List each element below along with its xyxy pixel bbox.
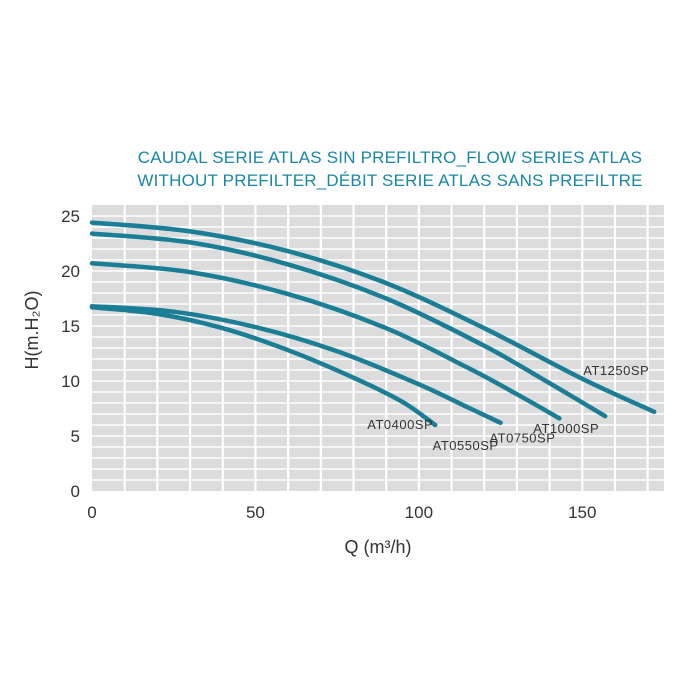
curve-at0750sp (89, 261, 562, 421)
y-tick-label: 25 (61, 207, 80, 226)
y-tick-label: 5 (71, 427, 80, 446)
curve-at1250sp (89, 220, 657, 415)
series-label-at1000sp: AT1000SP (533, 421, 599, 436)
chart-title: CAUDAL SERIE ATLAS SIN PREFILTRO_FLOW SE… (110, 146, 670, 192)
x-tick-label: 100 (405, 503, 433, 522)
series-curves (89, 220, 657, 428)
chart-title-line-2: WITHOUT PREFILTER_DÉBIT SERIE ATLAS SANS… (137, 171, 643, 190)
series-label-at0750sp: AT0750SP (489, 430, 555, 445)
y-tick-label: 10 (61, 372, 80, 391)
y-axis-ticks: 0 5 10 15 20 25 (61, 207, 80, 501)
x-tick-label: 0 (87, 503, 96, 522)
y-axis-label: H(m.H₂O) (22, 291, 42, 370)
x-tick-label: 150 (568, 503, 596, 522)
curve-at0550sp (89, 303, 503, 426)
curve-at1000sp (89, 231, 608, 419)
chart-title-line-1: CAUDAL SERIE ATLAS SIN PREFILTRO_FLOW SE… (137, 148, 643, 167)
series-label-at0550sp: AT0550SP (433, 438, 499, 453)
x-tick-label: 50 (246, 503, 265, 522)
y-tick-label: 20 (61, 262, 80, 281)
y-tick-label: 0 (71, 482, 80, 501)
y-tick-label: 15 (61, 317, 80, 336)
x-axis-label: Q (m³/h) (345, 537, 412, 557)
x-axis-ticks: 0 50 100 150 (87, 503, 596, 522)
series-label-at0400sp: AT0400SP (367, 417, 433, 432)
curve-at0400sp (89, 305, 438, 428)
series-label-at1250sp: AT1250SP (583, 363, 649, 378)
